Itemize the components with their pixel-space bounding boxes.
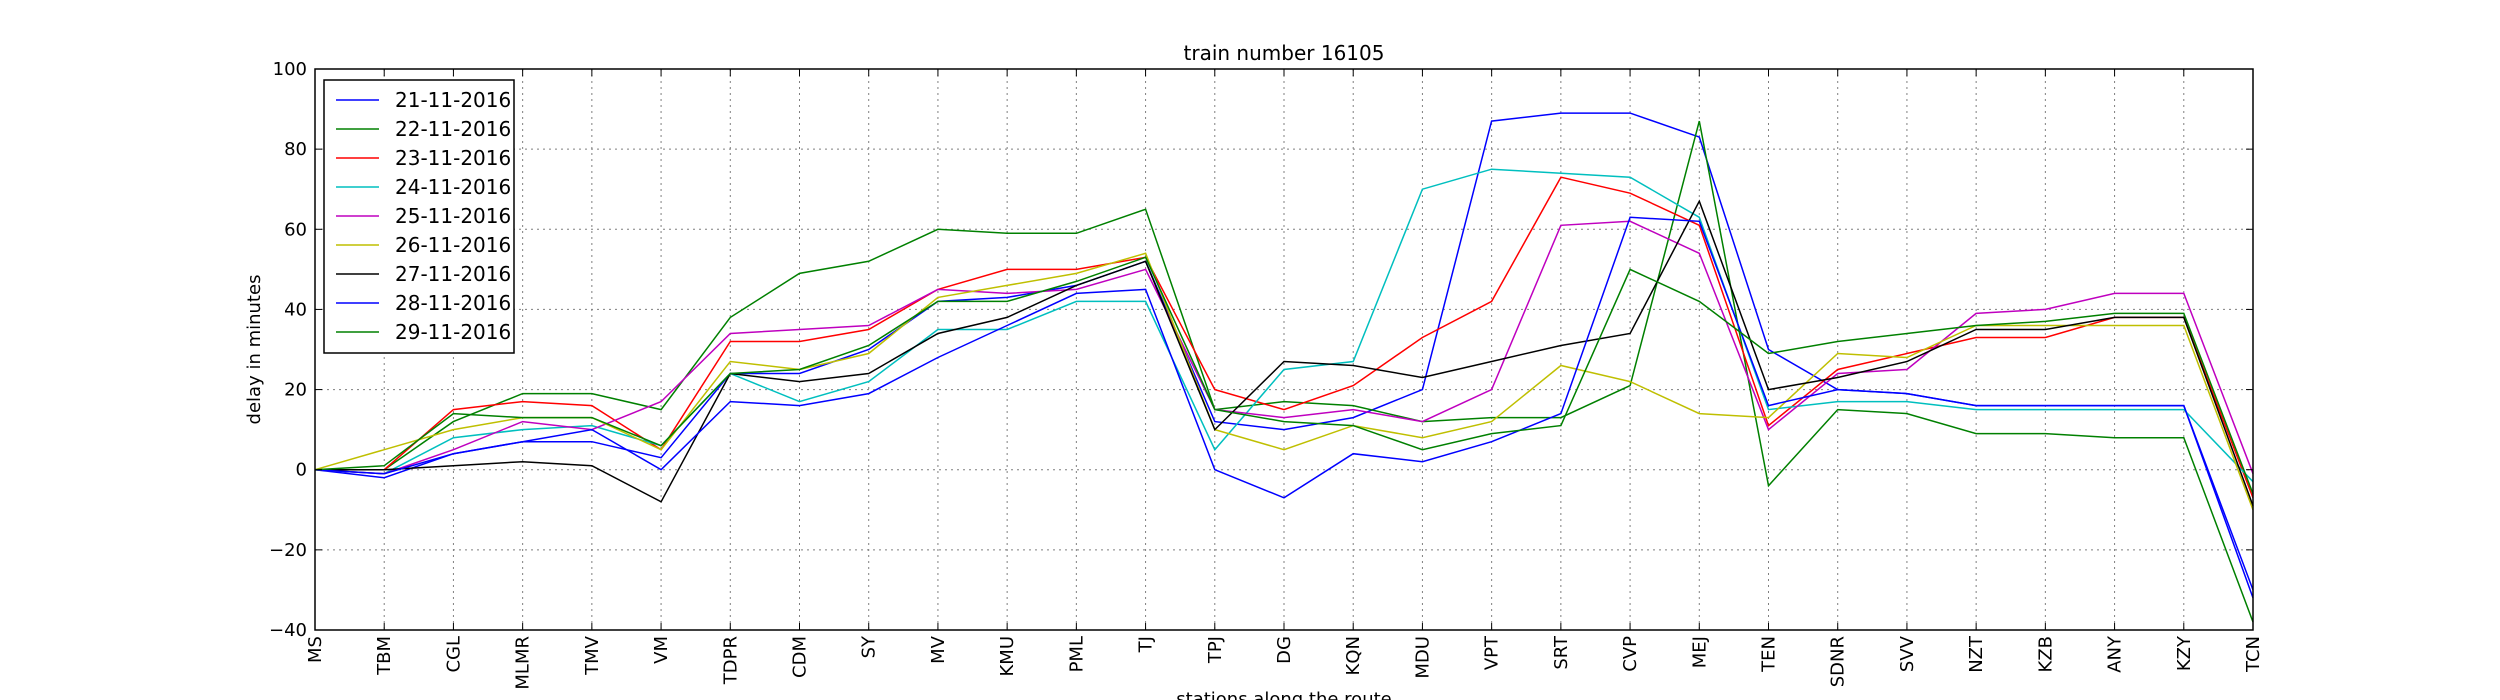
x-tick-label: VM — [651, 636, 672, 664]
x-tick-label: NZT — [1966, 635, 1987, 673]
legend-label: 26-11-2016 — [395, 233, 511, 257]
y-tick-label: 40 — [284, 299, 307, 320]
x-tick-label: CDM — [790, 636, 811, 678]
series-line-26-11-2016 — [314, 252, 2254, 511]
y-tick-label: 80 — [284, 139, 307, 160]
x-tick-label: VPT — [1482, 635, 1503, 670]
legend-label: 23-11-2016 — [395, 146, 511, 170]
legend-label: 24-11-2016 — [395, 175, 511, 199]
x-tick-label: MV — [928, 635, 949, 664]
x-tick-label: TCN — [2243, 636, 2264, 673]
y-tick-label: −40 — [269, 620, 307, 641]
chart-title: train number 16105 — [1184, 41, 1385, 65]
x-tick-label: MLMR — [513, 636, 534, 690]
x-tick-label: KZB — [2035, 636, 2056, 672]
x-tick-label: DG — [1274, 636, 1295, 664]
x-tick-label: SY — [859, 635, 880, 658]
x-tick-label: PML — [1066, 636, 1087, 672]
x-tick-label: MS — [305, 636, 326, 663]
x-axis-label: stations along the route — [1176, 689, 1391, 700]
series-line-28-11-2016 — [314, 216, 2254, 599]
x-tick-label: TJ — [1136, 636, 1157, 653]
x-tick-label: SRT — [1551, 635, 1572, 670]
x-tick-label: TBM — [374, 636, 395, 676]
legend-label: 21-11-2016 — [395, 88, 511, 112]
y-tick-label: −20 — [269, 540, 307, 561]
legend-label: 27-11-2016 — [395, 262, 511, 286]
series-lines — [314, 112, 2254, 623]
axis-ticks: −40 −20 0 20 40 60 80 100 MS TBM CGL MLMR TMV VM TDPR C… — [269, 59, 2264, 690]
x-tick-label: TDPR — [720, 636, 741, 685]
x-tick-label: KZY — [2174, 635, 2195, 671]
x-tick-label: KMU — [997, 636, 1018, 677]
legend: 21-11-2016 22-11-2016 23-11-2016 24-11-2016… — [323, 79, 515, 354]
series-line-27-11-2016 — [315, 199, 2254, 507]
series-line-23-11-2016 — [315, 176, 2254, 499]
series-line-29-11-2016 — [314, 256, 2254, 495]
legend-label: 22-11-2016 — [395, 117, 511, 141]
legend-label: 29-11-2016 — [395, 320, 511, 344]
x-tick-label: MDU — [1412, 636, 1433, 679]
x-tick-label: KQN — [1343, 636, 1364, 675]
x-tick-label: TPJ — [1205, 636, 1226, 664]
x-tick-label: CVP — [1620, 636, 1641, 672]
x-tick-label: ANY — [2105, 635, 2126, 673]
y-tick-label: 0 — [296, 460, 307, 481]
x-tick-label: SDNR — [1828, 636, 1849, 687]
x-tick-label: CGL — [443, 636, 464, 673]
grid — [315, 69, 2253, 630]
x-tick-label: MEJ — [1689, 636, 1710, 668]
series-line-22-11-2016 — [315, 120, 2254, 623]
legend-label: 25-11-2016 — [395, 204, 511, 228]
x-tick-label: SVV — [1897, 635, 1918, 672]
x-tick-label: TEN — [1759, 636, 1780, 673]
y-tick-label: 60 — [284, 219, 307, 240]
y-axis-label: delay in minutes — [244, 275, 265, 425]
y-tick-label: 20 — [284, 380, 307, 401]
legend-label: 28-11-2016 — [395, 291, 511, 315]
y-tick-label: 100 — [273, 59, 307, 80]
x-tick-label: TMV — [582, 635, 603, 676]
